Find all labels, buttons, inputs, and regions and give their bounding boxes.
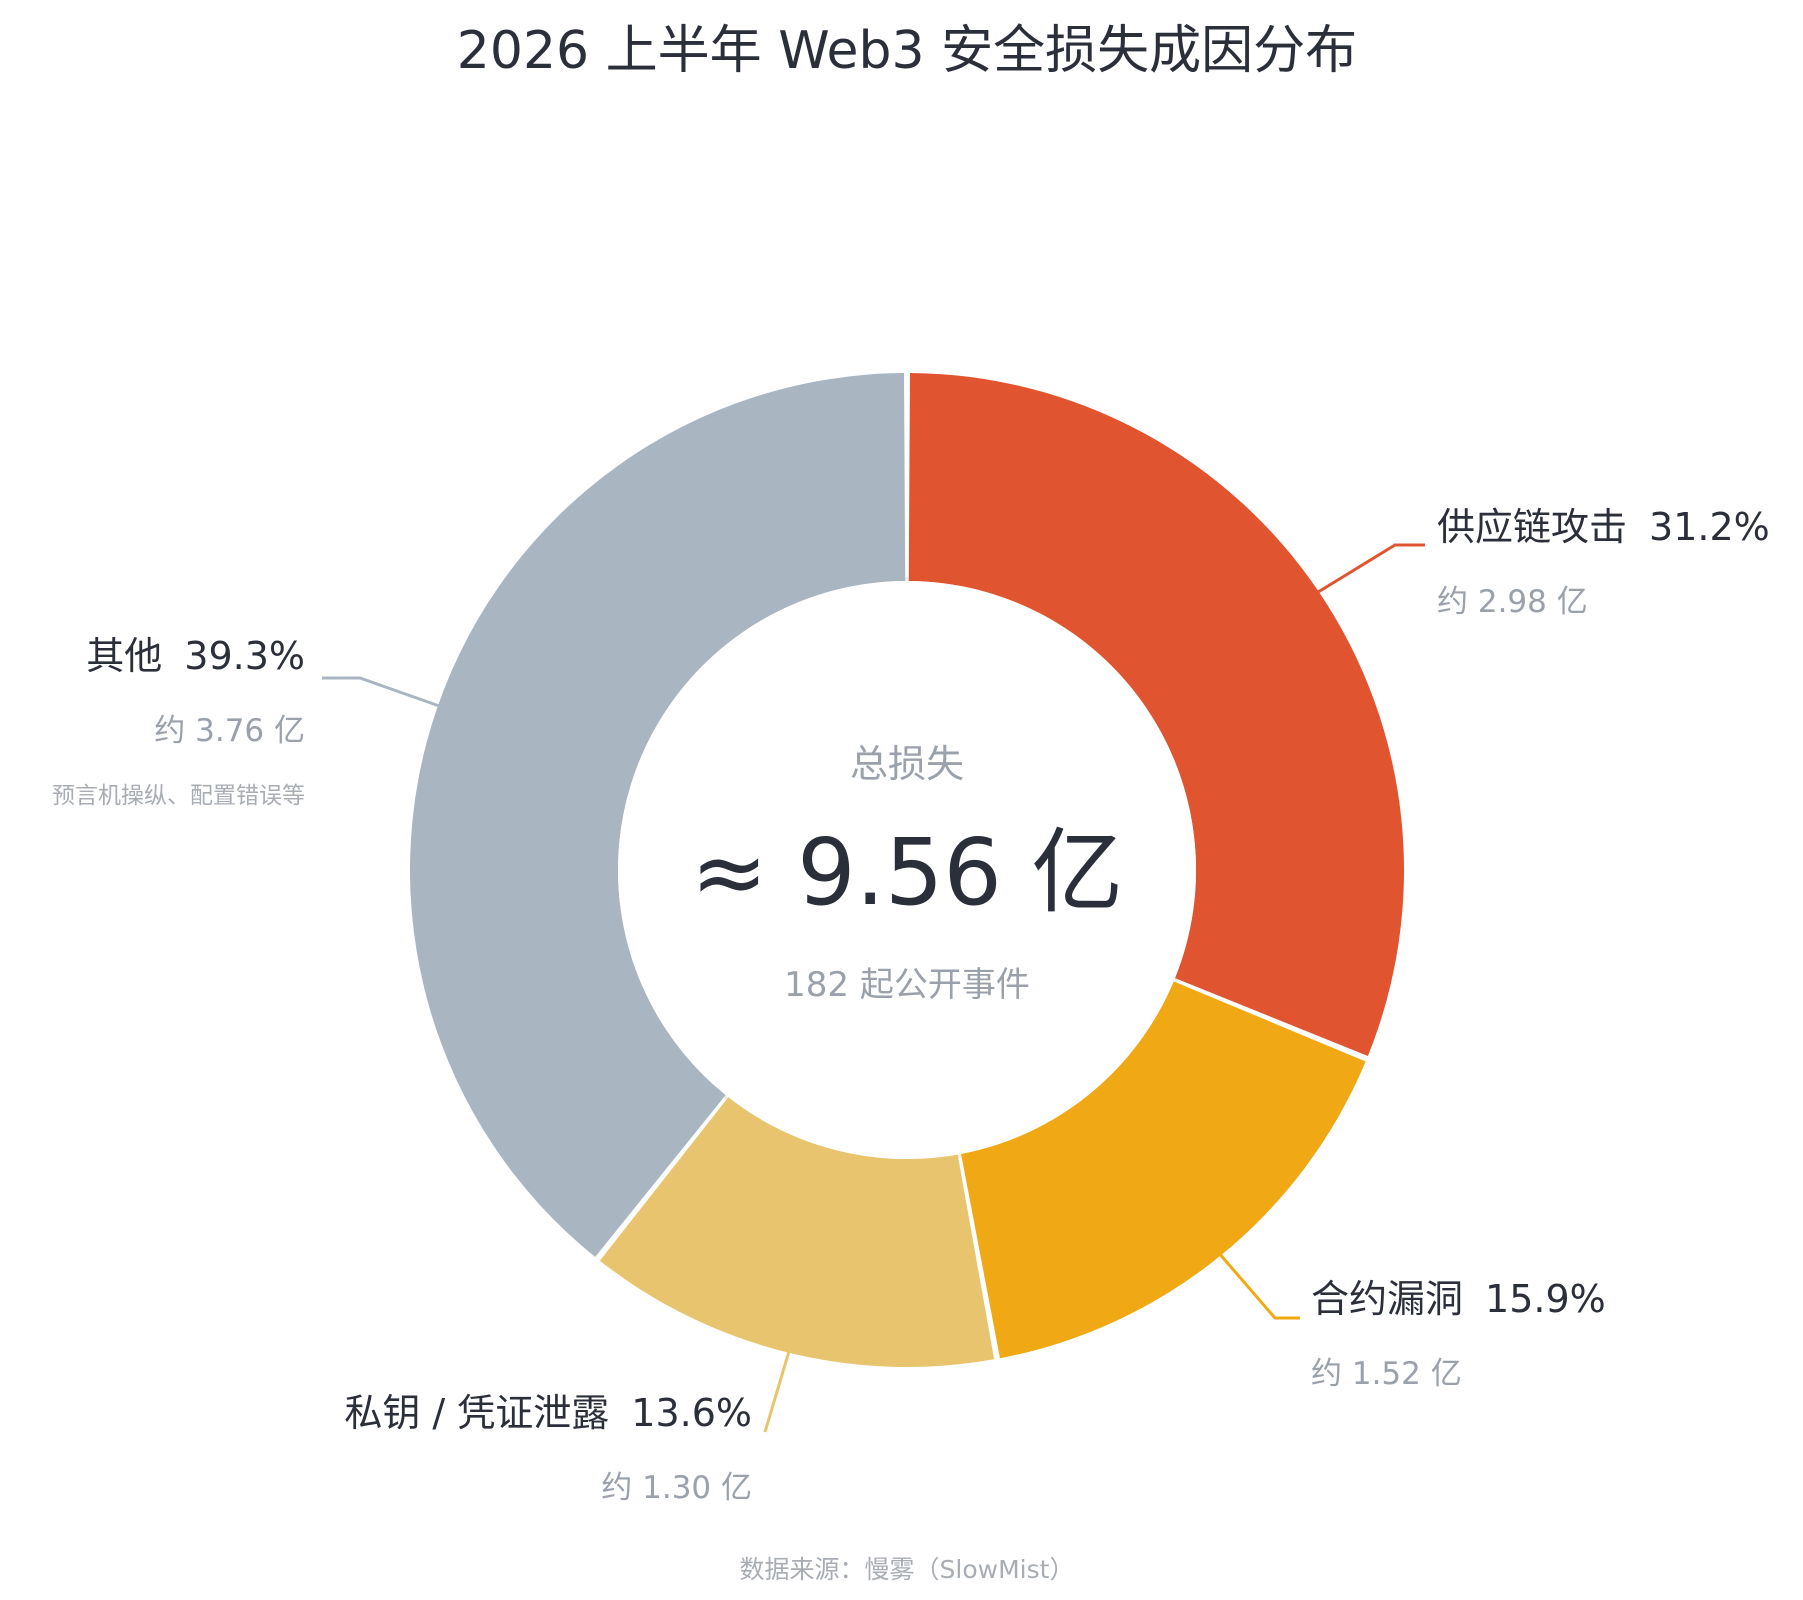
donut-center-fill — [618, 581, 1196, 1159]
center-subcaption: 182 起公开事件 — [784, 965, 1030, 1005]
donut-slices — [409, 373, 1404, 1368]
source-note: 数据来源：慢雾（SlowMist） — [740, 1555, 1075, 1584]
slice-name: 合约漏洞 — [1311, 1277, 1463, 1321]
slice-contract-vuln — [961, 981, 1366, 1359]
slice-amount-other: 约 3.76 亿 — [154, 713, 305, 749]
leader-line-other — [322, 676, 446, 710]
leader-line-key-leak — [763, 1347, 792, 1433]
slice-note-other: 预言机操纵、配置错误等 — [52, 783, 305, 809]
slice-key-leak — [599, 1097, 995, 1368]
center-total-value: ≈ 9.56 亿 — [691, 819, 1123, 926]
center-caption: 总损失 — [850, 742, 964, 786]
slice-label-key-leak: 私钥 / 凭证泄露 13.6% — [344, 1391, 752, 1435]
slice-amount-supply-chain: 约 2.98 亿 — [1437, 584, 1588, 620]
leader-line-supply-chain — [1309, 543, 1425, 599]
slice-percent: 13.6% — [631, 1391, 752, 1435]
slice-other — [409, 373, 906, 1257]
slice-name: 供应链攻击 — [1437, 505, 1627, 549]
slice-percent: 31.2% — [1649, 505, 1770, 549]
slice-label-contract-vuln: 合约漏洞 15.9% — [1311, 1277, 1606, 1321]
slice-name: 私钥 / 凭证泄露 — [344, 1391, 609, 1435]
slice-label-other: 其他 39.3% — [86, 634, 305, 678]
slice-amount-contract-vuln: 约 1.52 亿 — [1311, 1356, 1462, 1392]
slice-label-supply-chain: 供应链攻击 31.2% — [1437, 505, 1770, 549]
slice-name: 其他 — [86, 634, 162, 678]
slice-percent: 39.3% — [184, 634, 305, 678]
slice-supply-chain — [908, 373, 1404, 1056]
chart-title: 2026 上半年 Web3 安全损失成因分布 — [457, 21, 1357, 81]
leader-line-contract-vuln — [1216, 1251, 1300, 1320]
slice-amount-key-leak: 约 1.30 亿 — [601, 1470, 752, 1506]
slice-percent: 15.9% — [1485, 1277, 1606, 1321]
